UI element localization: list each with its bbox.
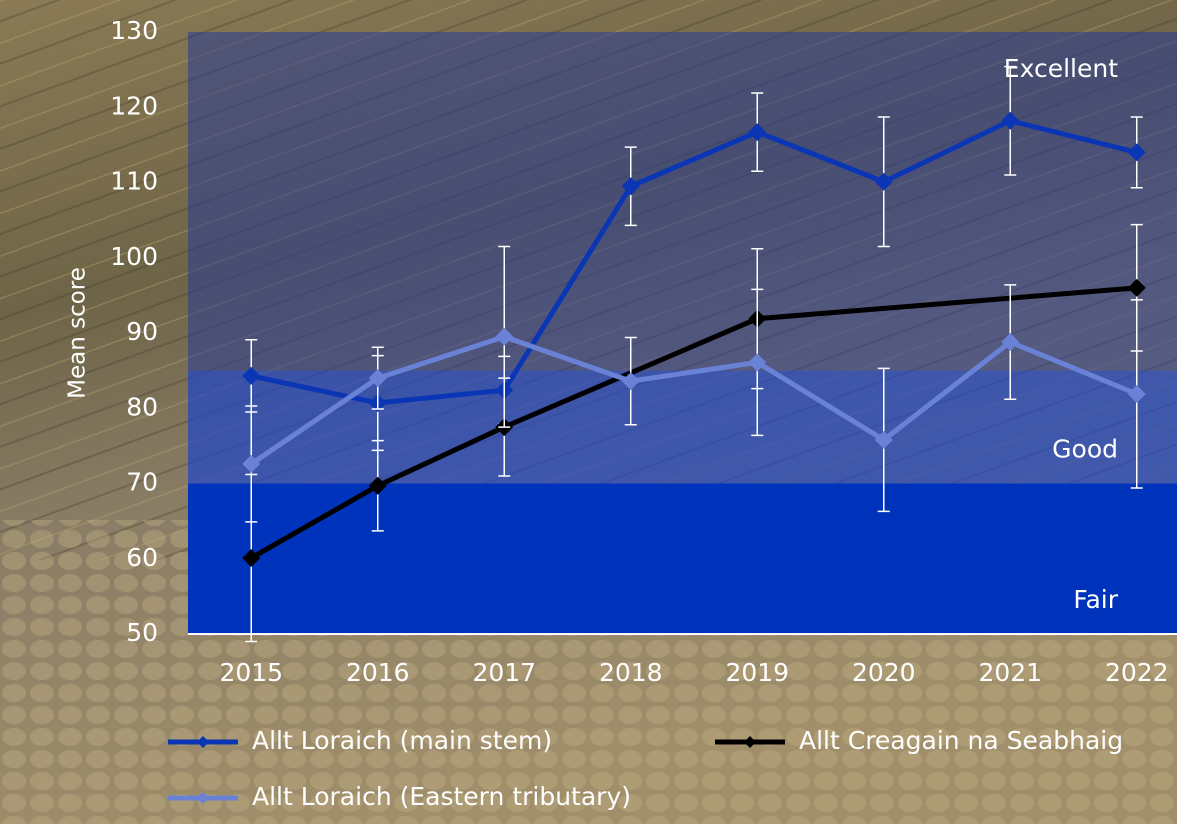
y-tick-label: 120: [110, 91, 158, 120]
marker: [495, 327, 514, 346]
x-tick-label: 2015: [219, 658, 283, 687]
y-tick-label: 60: [126, 543, 158, 572]
marker: [368, 476, 387, 495]
y-tick-label: 50: [126, 618, 158, 647]
marker: [1127, 143, 1146, 162]
legend-label: Allt Loraich (Eastern tributary): [252, 782, 631, 811]
series-line: [249, 334, 1138, 467]
x-tick-label: 2021: [978, 658, 1042, 687]
band-label: Good: [1052, 435, 1118, 464]
marker: [1001, 333, 1020, 352]
band-label: Fair: [1073, 585, 1118, 614]
x-tick-label: 2020: [852, 658, 916, 687]
y-tick-label: 110: [110, 167, 158, 196]
marker: [874, 430, 893, 449]
marker: [242, 548, 261, 567]
band-label: Excellent: [1004, 54, 1118, 83]
band: [188, 32, 1177, 371]
marker: [242, 366, 261, 385]
marker: [1127, 384, 1146, 403]
x-tick-label: 2018: [599, 658, 663, 687]
marker: [621, 372, 640, 391]
legend-swatch: [744, 736, 756, 748]
marker: [1001, 111, 1020, 130]
marker: [874, 172, 893, 191]
legend-swatch: [197, 736, 209, 748]
band: [188, 483, 1177, 634]
legend-swatch: [197, 792, 209, 804]
y-tick-label: 100: [110, 242, 158, 271]
marker: [1127, 278, 1146, 297]
y-tick-label: 90: [126, 317, 158, 346]
marker: [748, 353, 767, 372]
legend-label: Allt Loraich (main stem): [252, 726, 552, 755]
marker: [368, 369, 387, 388]
y-tick-label: 130: [110, 16, 158, 45]
legend-label: Allt Creagain na Seabhaig: [799, 726, 1123, 755]
x-tick-label: 2017: [472, 658, 536, 687]
x-tick-label: 2022: [1105, 658, 1169, 687]
marker: [621, 177, 640, 196]
x-tick-label: 2019: [725, 658, 789, 687]
series-line: [250, 118, 1138, 406]
y-axis-label: Mean score: [65, 267, 91, 399]
band: [188, 370, 1177, 484]
x-tick-label: 2016: [346, 658, 410, 687]
marker: [748, 123, 767, 142]
marker: [242, 454, 261, 473]
y-tick-label: 70: [126, 468, 158, 497]
y-tick-label: 80: [126, 392, 158, 421]
